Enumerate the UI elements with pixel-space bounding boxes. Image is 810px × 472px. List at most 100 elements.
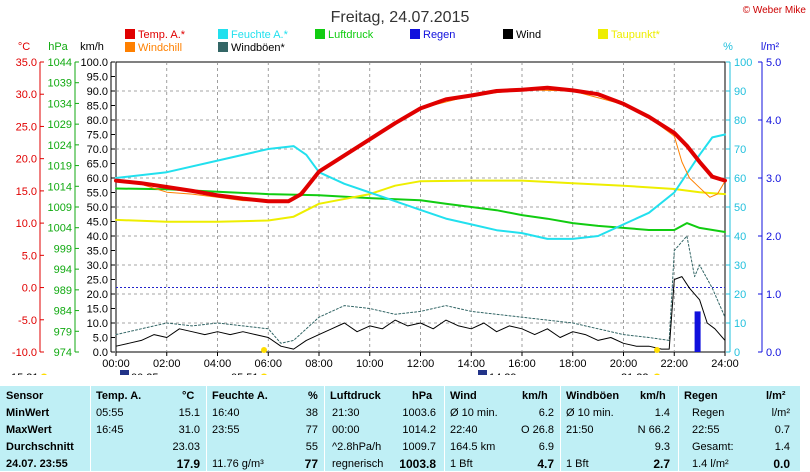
table-cell-gust-desc: 21:50 <box>566 424 594 436</box>
pressure-axis-tick-label: 1019 <box>48 161 72 173</box>
time-tick-label: 14:00 <box>457 358 485 370</box>
table-cell-temp-val: 17.9 <box>176 457 200 471</box>
sun-moon-time: 05:51 <box>231 372 259 375</box>
humidity-axis-tick-label: 90 <box>734 86 746 98</box>
temp-axis-unit: °C <box>18 41 30 53</box>
humidity-axis-tick-label: 70 <box>734 144 746 156</box>
wind-axis-tick-label: 100.0 <box>80 57 108 69</box>
legend: Temp. A.* Feuchte A.* Luftdruck Regen Wind Ta… <box>125 29 661 54</box>
chart-title: Freitag, 24.07.2015 <box>331 9 470 26</box>
legend-label: Feuchte A.* <box>231 29 289 41</box>
header-hum-unit: % <box>308 390 318 402</box>
legend-label: Temp. A.* <box>138 29 186 41</box>
table-cell-rain-desc: Regen <box>692 407 725 419</box>
wind-axis-tick-label: 20.0 <box>87 289 108 301</box>
table-cell-wind-desc: 22:40 <box>450 424 478 436</box>
table-cell-rain-val: 0.7 <box>774 424 790 436</box>
wind-axis-tick-label: 65.0 <box>87 159 108 171</box>
header-temp: Temp. A. <box>96 390 142 402</box>
sun-moon-time: 15:31 <box>11 372 39 375</box>
time-tick-label: 24:00 <box>711 358 739 370</box>
header-rain-unit: l/m² <box>766 390 786 402</box>
sun-moon-time: 21:22 <box>621 372 649 375</box>
table-row: Durchschnitt 23.03 55 ^2.8hPa/h 1009.7 164.5 … <box>0 439 800 455</box>
series-line-luftdruck <box>115 187 726 233</box>
axes: 35.0 30.0 25.0 20.0 15.0 10.0 5.0 0.0 -5.0 -10.0 1… <box>12 57 781 370</box>
table-cell-label: 24.07. 23:55 <box>6 458 68 470</box>
wind-axis-tick-label: 60.0 <box>87 173 108 185</box>
time-tick-label: 08:00 <box>305 358 333 370</box>
wind-axis-tick-label: 90.0 <box>87 86 108 98</box>
sunset-marker <box>654 347 660 353</box>
table-divider <box>324 386 325 471</box>
table-cell-gust-desc: 1 Bft <box>566 458 589 470</box>
table-cell-press-val: 1003.8 <box>399 457 436 471</box>
time-tick-label: 04:00 <box>204 358 232 370</box>
wind-axis-tick-label: 70.0 <box>87 144 108 156</box>
legend-swatch <box>218 29 228 39</box>
pressure-axis-tick-label: 984 <box>54 306 72 318</box>
pressure-axis-tick-label: 1009 <box>48 202 72 214</box>
legend-swatch <box>125 29 135 39</box>
header-press: Luftdruck <box>330 390 381 402</box>
table-cell-temp-time: 16:45 <box>96 424 124 436</box>
legend-swatch <box>503 29 513 39</box>
table-cell-rain-desc: 22:55 <box>692 424 720 436</box>
wind-axis-tick-label: 55.0 <box>87 188 108 200</box>
table-cell-hum-val: 38 <box>305 407 318 419</box>
table-cell-temp-time: 05:55 <box>96 407 124 419</box>
header-gust: Windböen <box>566 390 620 402</box>
table-header-row: Sensor Temp. A. °C Feuchte A. % Luftdruc… <box>0 388 800 404</box>
table-cell-temp-val: 23.03 <box>172 441 200 453</box>
sun-moon-row: 15:31 00:25 05:51 14:29 21:22 <box>11 347 660 375</box>
rain-axis-tick-label: 2.0 <box>766 231 781 243</box>
time-tick-label: 06:00 <box>254 358 282 370</box>
time-tick-label: 22:00 <box>660 358 688 370</box>
pressure-axis-tick-label: 1014 <box>48 181 72 193</box>
table-cell-temp-val: 31.0 <box>178 424 200 436</box>
table-cell-wind-val: 4.7 <box>537 457 554 471</box>
wind-axis-tick-label: 50.0 <box>87 202 108 214</box>
rain-axis-tick-label: 3.0 <box>766 173 781 185</box>
wind-axis-tick-label: 95.0 <box>87 72 108 84</box>
table-cell-press-time: 00:00 <box>332 424 360 436</box>
time-tick-label: 16:00 <box>508 358 536 370</box>
sun-icon <box>654 373 660 375</box>
temp-axis-tick-label: -10.0 <box>12 347 37 359</box>
humidity-axis-tick-label: 40 <box>734 231 746 243</box>
table-cell-label: MinWert <box>6 407 50 419</box>
table-cell-press-val: 1003.6 <box>402 407 436 419</box>
table-divider <box>90 386 91 471</box>
time-tick-label: 00:00 <box>102 358 130 370</box>
wind-axis-tick-label: 35.0 <box>87 246 108 258</box>
legend-label: Windböen* <box>231 42 286 54</box>
legend-swatch <box>598 29 608 39</box>
wind-axis-tick-label: 15.0 <box>87 304 108 316</box>
table-divider <box>560 386 561 471</box>
pressure-axis-tick-label: 974 <box>54 347 72 359</box>
moon-icon <box>478 370 487 375</box>
legend-swatch <box>315 29 325 39</box>
stats-table: Sensor Temp. A. °C Feuchte A. % Luftdruc… <box>0 386 800 471</box>
rain-axis-tick-label: 0.0 <box>766 347 781 359</box>
weather-chart: Freitag, 24.07.2015 © Weber Mike Temp. A… <box>11 5 807 375</box>
temp-axis-tick-label: 10.0 <box>16 218 37 230</box>
wind-axis-tick-label: 85.0 <box>87 101 108 113</box>
pressure-axis-tick-label: 1004 <box>48 223 72 235</box>
table-cell-gust-desc: Ø 10 min. <box>566 407 614 419</box>
temp-axis-tick-label: -5.0 <box>18 315 37 327</box>
pressure-axis-tick-label: 994 <box>54 264 72 276</box>
temp-axis-tick-label: 30.0 <box>16 89 37 101</box>
copyright-label: © Weber Mike <box>743 5 807 16</box>
rain-bar <box>694 311 701 352</box>
sun-icon <box>41 373 47 375</box>
header-sensor: Sensor <box>6 390 44 402</box>
table-divider <box>206 386 207 471</box>
table-cell-press-val: 1014.2 <box>402 424 436 436</box>
sun-moon-time: 14:29 <box>489 372 517 375</box>
grid <box>115 61 726 353</box>
temp-axis-tick-label: 15.0 <box>16 186 37 198</box>
humidity-axis-tick-label: 10 <box>734 318 746 330</box>
pressure-axis-tick-label: 1034 <box>48 98 72 110</box>
header-rain: Regen <box>684 390 718 402</box>
